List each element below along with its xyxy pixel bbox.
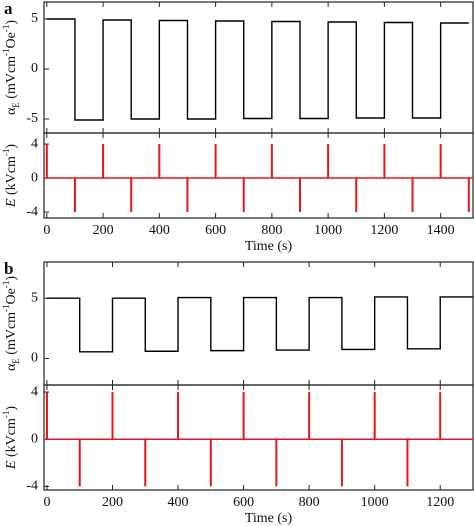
- x-tick-label: 800: [261, 223, 282, 238]
- y-label-part: α: [4, 363, 19, 371]
- y-axis-label: E (kVcm-1): [1, 144, 19, 208]
- y-label-part: ): [4, 144, 19, 149]
- x-tick-label: 1200: [370, 223, 398, 238]
- plot-frame: [43, 261, 474, 386]
- plot-frame: [43, 1, 474, 134]
- y-label-part: ): [4, 20, 19, 25]
- x-tick-label: 200: [102, 495, 123, 510]
- y-label-part: -1: [1, 411, 11, 419]
- x-axis-label: Time (s): [245, 239, 293, 254]
- y-tick-label: 5: [31, 11, 38, 26]
- y-tick-label: -4: [26, 204, 38, 219]
- y-tick-label: 0: [31, 351, 38, 366]
- y-label-part: ): [4, 276, 19, 281]
- y-tick-label: -5: [26, 111, 38, 126]
- y-label-part: -1: [1, 304, 11, 312]
- y-tick-label: 4: [31, 136, 38, 151]
- x-tick-label: 400: [168, 495, 189, 510]
- x-tick-label: 600: [205, 223, 226, 238]
- y-tick-label: 4: [31, 384, 38, 399]
- y-label-part: Oe: [4, 288, 19, 304]
- y-label-part: -1: [1, 25, 11, 33]
- y-axis-label: E (kVcm-1): [1, 406, 19, 470]
- x-tick-label: 200: [93, 223, 114, 238]
- x-tick-label: 0: [43, 223, 50, 238]
- plot-frame: [43, 132, 474, 219]
- x-tick-label: 400: [149, 223, 170, 238]
- plot-frame: [43, 384, 474, 491]
- x-tick-label: 600: [233, 495, 254, 510]
- y-label-part: (mVcm: [4, 312, 19, 358]
- x-tick-label: 800: [299, 495, 320, 510]
- y-axis-label: αE (mVcm-1Oe-1): [1, 276, 21, 371]
- y-label-part: (kVcm: [4, 156, 19, 198]
- y-label-part: E: [4, 460, 19, 470]
- y-label-part: ): [4, 406, 19, 411]
- x-axis-label: Time (s): [245, 511, 293, 526]
- x-tick-label: 1400: [427, 223, 455, 238]
- y-label-part: -1: [1, 281, 11, 289]
- y-tick-label: -4: [26, 479, 38, 494]
- x-tick-label: 1200: [426, 495, 454, 510]
- y-axis-label: αE (mVcm-1Oe-1): [1, 20, 21, 115]
- panel-label: a: [4, 0, 13, 18]
- y-tick-label: 0: [31, 61, 38, 76]
- y-label-part: E: [4, 198, 19, 208]
- x-tick-label: 0: [43, 495, 50, 510]
- y-tick-label: 0: [31, 431, 38, 446]
- y-tick-label: 5: [31, 290, 38, 305]
- panel-label: b: [4, 259, 13, 278]
- y-label-part: α: [4, 107, 19, 115]
- y-label-part: (mVcm: [4, 56, 19, 102]
- y-tick-label: 0: [31, 170, 38, 185]
- y-label-part: Oe: [4, 32, 19, 48]
- y-label-part: E: [11, 358, 21, 364]
- y-label-part: (kVcm: [4, 418, 19, 460]
- data-line: [46, 296, 473, 353]
- x-tick-label: 1000: [361, 495, 389, 510]
- y-label-part: -1: [1, 149, 11, 157]
- data-line: [46, 18, 469, 121]
- y-label-part: E: [11, 102, 21, 108]
- y-label-part: -1: [1, 48, 11, 56]
- x-tick-label: 1000: [314, 223, 342, 238]
